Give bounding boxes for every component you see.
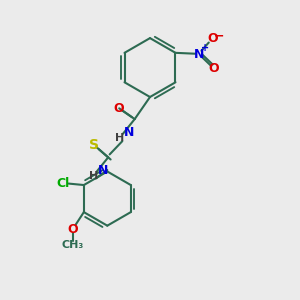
Text: O: O: [67, 223, 78, 236]
Text: +: +: [202, 43, 210, 53]
Text: H: H: [115, 133, 124, 143]
Text: N: N: [194, 48, 204, 61]
Text: S: S: [89, 138, 99, 152]
Text: O: O: [208, 62, 219, 75]
Text: H: H: [89, 171, 98, 181]
Text: N: N: [124, 126, 134, 140]
Text: O: O: [207, 32, 217, 46]
Text: CH₃: CH₃: [61, 239, 84, 250]
Text: −: −: [214, 30, 224, 43]
Text: Cl: Cl: [56, 177, 69, 190]
Text: N: N: [98, 164, 108, 177]
Text: O: O: [114, 102, 124, 115]
